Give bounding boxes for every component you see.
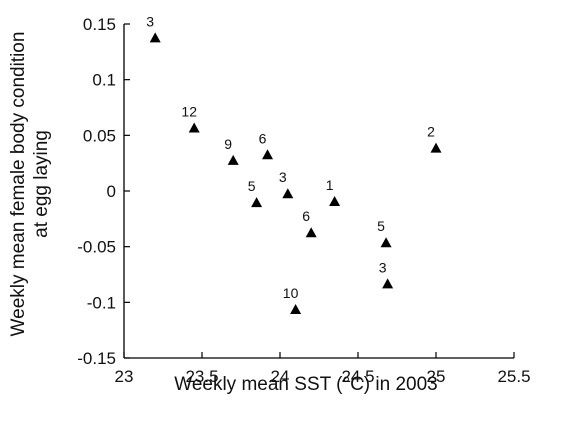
y-axis-title-line1: Weekly mean female body condition: [8, 32, 29, 337]
data-point-label: 2: [427, 124, 435, 140]
y-tick-label: -0.05: [77, 238, 116, 257]
data-point-label: 12: [181, 104, 197, 120]
data-point-label: 1: [326, 177, 334, 193]
y-tick-label: 0.15: [83, 15, 116, 34]
data-point-label: 3: [279, 169, 287, 185]
y-tick-label: -0.15: [77, 349, 116, 368]
x-tick-label: 23.5: [185, 367, 218, 386]
y-tick-label: 0.1: [92, 71, 116, 90]
x-tick-label: 25.5: [497, 367, 530, 386]
data-point-label: 10: [283, 285, 299, 301]
x-ticks: 23 23.5 24 24.5 25 25.5: [115, 352, 531, 386]
data-point-triangle: [282, 188, 294, 199]
data-point-triangle: [262, 149, 274, 160]
data-point-label: 3: [146, 13, 154, 29]
x-tick-label: 24.5: [341, 367, 374, 386]
data-point-triangle: [290, 304, 302, 315]
x-axis-title: Weekly mean SST (°C) in 2003: [174, 374, 438, 395]
y-tick-label: 0.05: [83, 126, 116, 145]
data-point-triangle: [380, 237, 392, 248]
data-point-triangle: [382, 278, 394, 289]
x-tick-label: 25: [427, 367, 446, 386]
data-point-triangle: [149, 32, 161, 43]
x-tick-label: 23: [115, 367, 134, 386]
data-point-triangle: [188, 122, 200, 133]
data-point-label: 6: [259, 130, 267, 146]
data-point-label: 3: [379, 259, 387, 275]
data-point-triangle: [430, 142, 442, 153]
data-point-triangle: [305, 227, 317, 238]
data-point-label: 6: [302, 208, 310, 224]
data-point-label: 5: [377, 218, 385, 234]
y-axis-title-line2: at egg laying: [31, 130, 52, 238]
data-point-triangle: [251, 197, 263, 208]
x-tick-label: 24: [271, 367, 290, 386]
data-point-label: 5: [248, 178, 256, 194]
axes: [123, 24, 514, 359]
data-point-triangle: [329, 196, 341, 207]
y-ticks: 0.15 0.1 0.05 0 -0.05 -0.1 -0.15: [77, 15, 130, 368]
y-tick-label: 0: [107, 182, 116, 201]
data-point-triangle: [227, 154, 239, 165]
data-point-label: 9: [224, 136, 232, 152]
y-tick-label: -0.1: [87, 293, 116, 312]
